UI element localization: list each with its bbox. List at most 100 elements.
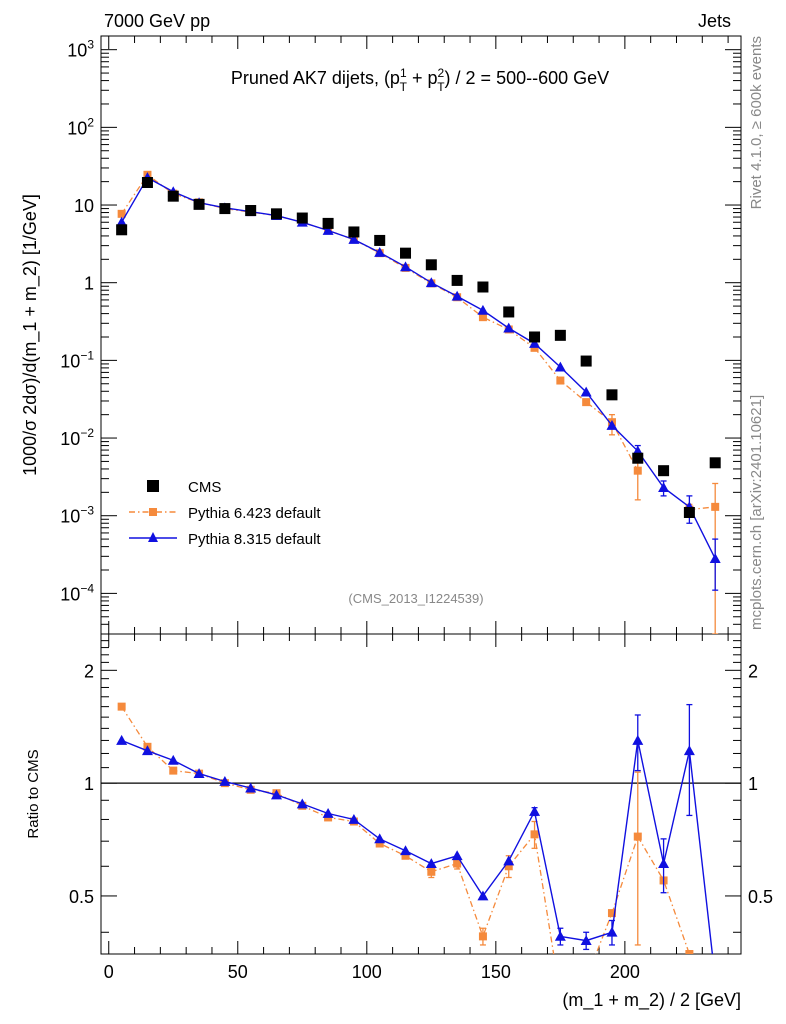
pythia8-series-line <box>120 176 716 560</box>
legend-pythia6-label: Pythia 6.423 default <box>188 505 321 522</box>
pythia8-point <box>348 233 360 244</box>
pythia8-ratio-point <box>322 807 334 818</box>
pythia6-ratio-point <box>504 862 513 871</box>
x-tick-label: 100 <box>352 962 382 982</box>
pythia8-ratio-point <box>193 768 205 779</box>
cms-data-point <box>322 217 334 229</box>
rivet-version-label: Rivet 4.1.0, ≥ 600k events <box>748 36 765 209</box>
pythia8-point <box>658 482 670 493</box>
pythia8-point <box>425 277 437 288</box>
pythia8-ratio-point <box>477 890 489 901</box>
pythia8-ratio-point <box>374 833 386 844</box>
pythia6-point <box>556 376 565 385</box>
legend-cms-label: CMS <box>188 479 221 496</box>
main-y-axis-label: 1000/σ 2dσ)/d(m_1 + m_2) [1/GeV] <box>20 194 41 476</box>
title-post: ) / 2 = 500--600 GeV <box>445 68 610 88</box>
ratio-y-tick-label-right: 1 <box>748 774 758 794</box>
cms-data-point <box>219 203 231 215</box>
x-tick-label: 0 <box>104 962 114 982</box>
pythia6-ratio-point <box>375 839 384 848</box>
cms-data-point <box>193 198 205 210</box>
legend-pythia8-marker <box>148 532 158 542</box>
y-tick-label: 10−1 <box>60 348 94 371</box>
pythia8-ratio-point <box>400 845 412 856</box>
x-tick-label: 50 <box>228 962 248 982</box>
pythia6-series-line <box>121 173 716 511</box>
ratio-y-tick-label: 0.5 <box>69 887 94 907</box>
y-tick-label: 103 <box>67 38 94 61</box>
cms-data-point <box>580 355 592 367</box>
pythia6-point <box>633 466 642 475</box>
pythia6-ratio-point <box>169 766 178 775</box>
x-tick-label: 200 <box>610 962 640 982</box>
cms-data-point <box>477 281 489 293</box>
ratio-y-tick-label: 1 <box>84 774 94 794</box>
ratio-y-tick-label-right: 0.5 <box>748 887 773 907</box>
legend-pythia8-label: Pythia 8.315 default <box>188 531 321 548</box>
cms-data-point <box>503 306 515 318</box>
pythia6-ratio-point <box>453 859 462 868</box>
mcplots-label: mcplots.cern.ch [arXiv:2401.10621] <box>748 395 765 630</box>
title-sup1: 1 <box>400 66 407 80</box>
y-tick-label: 1 <box>84 274 94 294</box>
legend: CMS Pythia 6.423 default Pythia 8.315 de… <box>129 479 321 548</box>
pythia8-ratio-point <box>270 789 282 800</box>
pythia8-ratio-point <box>348 813 360 824</box>
collision-energy-label: 7000 GeV pp <box>104 11 210 31</box>
pythia6-point <box>117 209 126 218</box>
pythia6-ratio-point <box>685 950 694 954</box>
pythia8-point <box>709 553 721 564</box>
pythia8-point <box>503 322 515 333</box>
pythia6-ratio-point <box>530 830 539 839</box>
pythia8-ratio-point <box>606 926 618 937</box>
pythia8-point <box>606 420 618 430</box>
pythia6-ratio-point <box>427 867 436 876</box>
cms-data-point <box>374 234 386 246</box>
pythia8-ratio-point <box>219 776 231 786</box>
pythia8-ratio-point <box>451 850 463 861</box>
ratio-plot-frame <box>100 633 742 955</box>
ratio-y-tick-label-right: 2 <box>748 661 758 681</box>
pythia8-ratio-point <box>141 745 153 756</box>
title-pre: Pruned AK7 dijets, (p <box>231 68 400 88</box>
pythia6-ratio-point <box>401 851 410 860</box>
pythia8-point <box>451 290 463 301</box>
analysis-id: (CMS_2013_I1224539) <box>348 591 483 606</box>
cms-data-point <box>400 247 412 259</box>
cms-data-point <box>554 329 566 341</box>
pythia6-point <box>582 398 591 407</box>
pythia8-ratio-point <box>167 754 179 765</box>
legend-cms-marker <box>147 480 159 492</box>
x-axis-label: (m_1 + m_2) / 2 [GeV] <box>562 990 741 1011</box>
y-tick-label: 102 <box>67 115 94 138</box>
pythia6-ratio-point <box>633 832 642 841</box>
title-mid: + p <box>407 68 438 88</box>
title-sub2: T <box>437 80 445 94</box>
plot-title: Pruned AK7 dijets, (p1 T + p2 T) / 2 = 500… <box>231 66 609 94</box>
ratio-y-axis-label: Ratio to CMS <box>25 749 42 838</box>
cms-data-point <box>296 212 308 224</box>
title-sup2: 2 <box>438 66 445 80</box>
pythia6-point <box>478 313 487 322</box>
pythia8-ratio-point <box>632 734 644 745</box>
cms-data-point <box>141 176 153 188</box>
cms-data-point <box>245 205 257 217</box>
pythia6-ratio-point <box>478 932 487 941</box>
pythia8-ratio-point <box>554 930 566 941</box>
pythia8-ratio-point <box>245 782 257 793</box>
cms-data-point <box>632 452 644 464</box>
pythia8-ratio-line <box>121 739 714 954</box>
pythia8-ratio-point <box>503 855 515 866</box>
cms-data-point <box>529 331 541 343</box>
pythia6-ratio-point <box>607 909 616 918</box>
legend-pythia6-marker <box>149 508 157 516</box>
pythia8-ratio-point <box>658 858 670 868</box>
pythia8-point <box>400 261 412 272</box>
pythia8-point <box>580 386 592 397</box>
pythia8-point <box>374 246 386 257</box>
cms-data-point <box>270 208 282 220</box>
y-tick-label: 10 <box>74 196 94 216</box>
cms-data-point <box>451 274 463 286</box>
process-label: Jets <box>698 11 731 31</box>
